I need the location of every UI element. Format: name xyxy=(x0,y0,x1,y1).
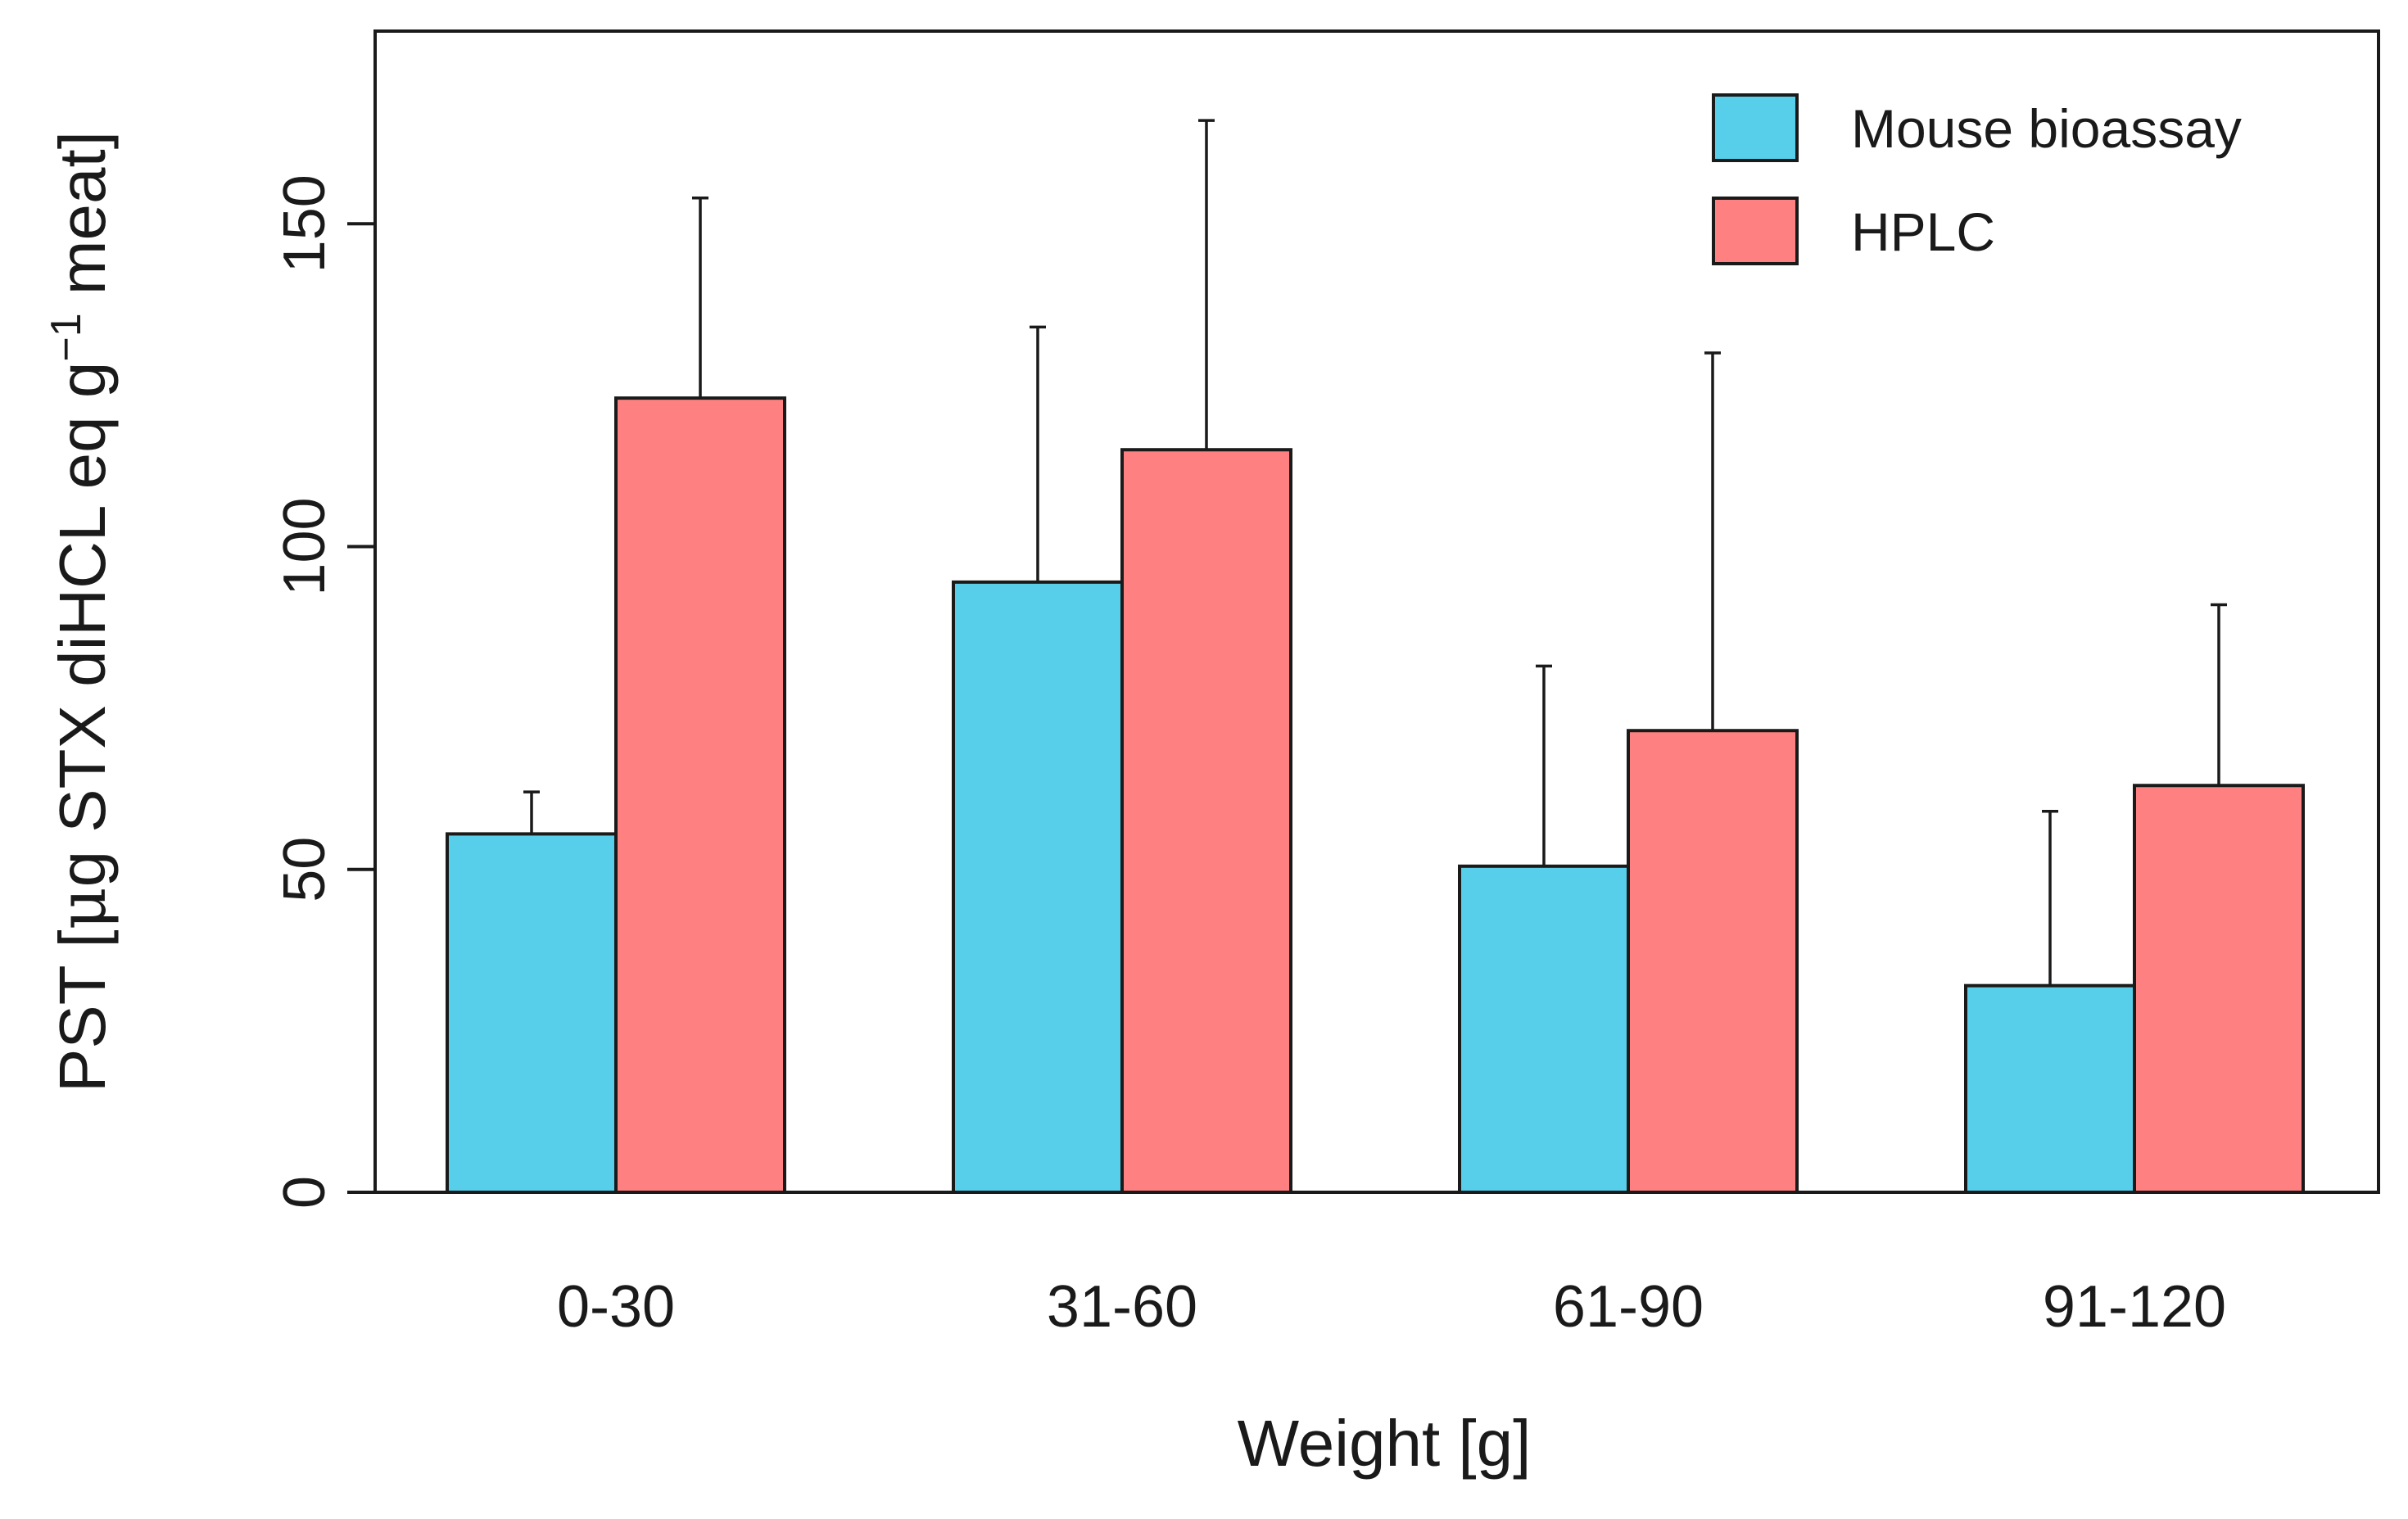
x-tick-label: 31-60 xyxy=(1047,1274,1197,1340)
y-axis-title-mu: μ xyxy=(44,887,120,929)
y-axis-title-suffix: meat] xyxy=(46,131,119,313)
bar-mouse-bioassay-61-90 xyxy=(1458,864,1630,1194)
y-axis-title-mid: g STX diHCL eq g xyxy=(46,362,119,888)
legend-swatch-mouse-bioassay xyxy=(1712,93,1799,162)
error-bar xyxy=(692,196,708,399)
y-tick-label: 100 xyxy=(272,497,337,595)
legend-label: Mouse bioassay xyxy=(1851,98,2242,159)
error-bar xyxy=(2211,603,2227,786)
y-tick-label: 150 xyxy=(272,174,337,273)
x-axis-title: Weight [g] xyxy=(1238,1407,1532,1480)
error-bar xyxy=(1030,325,1046,582)
bar-hplc-91-120 xyxy=(2133,784,2305,1194)
y-axis-title: PST [μg STX diHCL eq g−1 meat] xyxy=(43,131,120,1092)
error-bar xyxy=(1704,351,1721,731)
bar-hplc-0-30 xyxy=(614,396,786,1194)
x-tick-label: 0-30 xyxy=(557,1274,675,1340)
x-tick-label: 61-90 xyxy=(1553,1274,1704,1340)
bar-mouse-bioassay-31-60 xyxy=(952,580,1124,1194)
y-axis-title-sup: −1 xyxy=(43,313,90,361)
y-tick-label: 0 xyxy=(272,1176,337,1209)
error-bar xyxy=(2042,810,2058,986)
error-bar xyxy=(523,790,540,834)
legend-label: HPLC xyxy=(1851,201,1995,262)
bar-mouse-bioassay-91-120 xyxy=(1964,983,2136,1195)
error-bar xyxy=(1198,119,1215,450)
y-tick-label: 50 xyxy=(272,837,337,902)
legend-swatch-hplc xyxy=(1712,197,1799,265)
x-tick-label: 91-120 xyxy=(2043,1274,2226,1340)
bar-hplc-31-60 xyxy=(1120,448,1292,1194)
y-axis-title-prefix: PST [ xyxy=(46,929,119,1092)
error-bar xyxy=(1536,664,1552,866)
bar-hplc-61-90 xyxy=(1627,729,1799,1194)
bar-mouse-bioassay-0-30 xyxy=(446,832,618,1194)
